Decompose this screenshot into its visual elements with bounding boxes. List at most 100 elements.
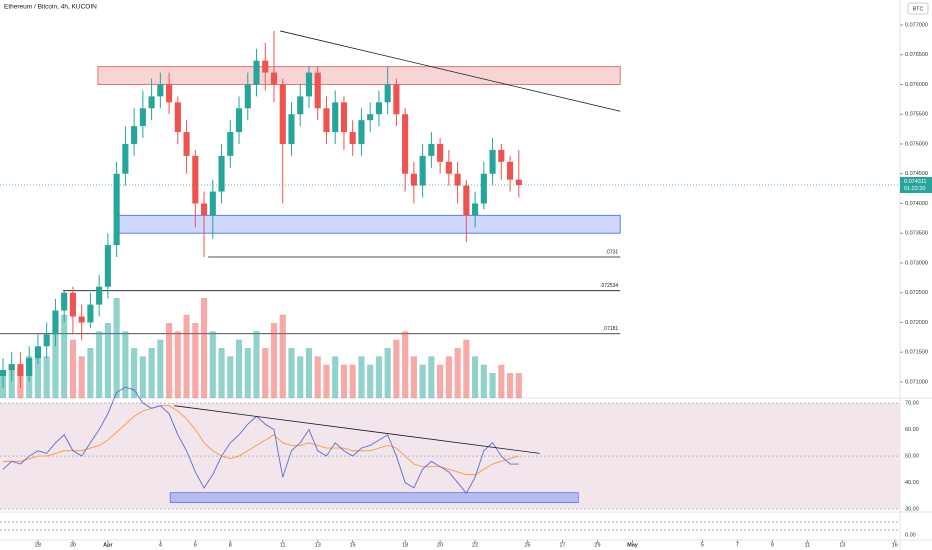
volume-bar [183,314,190,398]
volume-bar [87,348,94,398]
candle-body [340,102,348,133]
y-tick-label: 0.075500 [905,112,928,118]
candle-body [305,72,313,97]
volume-bar [454,348,461,398]
volume-bar [419,364,426,398]
volume-bar [218,348,225,398]
candle-body [17,364,24,376]
candle-body [358,120,365,144]
candle-body [209,191,216,216]
candle-body [183,132,190,156]
volume-bar [52,331,59,398]
candle-body [253,60,260,85]
candle-body [26,358,33,376]
candle-body [227,132,234,156]
x-tick-label: 28 [35,542,41,548]
volume-bar [122,331,129,398]
candle-body [78,316,85,323]
volume-bar [209,331,216,398]
x-tick-label: 15 [350,542,356,548]
candle-body [367,114,374,121]
y-tick-label: 0.075000 [905,141,928,147]
candle-body [445,161,452,174]
candle-body [402,114,409,174]
candle-body [113,173,120,246]
x-tick-label: 7 [736,542,739,548]
volume-bar [139,356,146,398]
volume-bar [270,323,278,398]
x-tick-label: 11 [804,542,810,548]
candle-body [270,72,278,85]
volume-bar [472,356,479,398]
volume-bar [515,373,522,398]
volume-bar [157,339,164,398]
candle-body [157,84,164,97]
candle-body [122,143,129,174]
volume-bar [323,364,330,398]
level-label: .072534 [600,283,618,289]
volume-bar [227,356,234,398]
candle-body [393,84,400,115]
x-tick-label: May [627,542,639,548]
y-tick-label: 0.074000 [905,201,928,207]
candle-body [192,155,199,204]
volume-bar [297,356,304,398]
volume-bar [166,323,173,398]
volume-bar [148,348,155,398]
rsi-tick-label: 70.00 [905,400,919,406]
chart-title: Ethereum / Bitcoin, 4h, KUCOIN [4,4,97,11]
candle-body [87,304,94,323]
candle-body [279,84,286,144]
candle-body [288,114,295,144]
y-tick-label: 0.071500 [905,350,928,356]
y-tick-label: 0.071000 [905,379,928,385]
rsi-ma-line [2,405,519,476]
candle-body [375,102,382,115]
currency-button[interactable] [907,2,929,15]
candle-body [8,364,15,371]
volume-bar [174,331,181,398]
y-tick-label: 0.073000 [905,260,928,266]
candle-body [349,132,356,144]
zone [97,66,621,85]
y-tick-label: 0.073500 [905,231,928,237]
volume-bar [104,323,111,398]
volume-bar [384,348,391,398]
volume-bar [410,356,417,398]
volume-bar [201,298,208,398]
volume-bar [489,373,496,398]
candle-body [244,84,251,109]
candle-body [332,102,339,133]
candle-body [262,60,269,73]
x-tick-label: 9 [771,542,774,548]
y-tick-label: 0.077000 [905,22,928,28]
volume-bar [113,298,120,398]
candle-body [489,149,496,174]
x-tick-label: 18 [402,542,408,548]
x-tick-label: 29 [594,542,600,548]
volume-bar [498,364,505,398]
candle-body [0,370,7,376]
volume-bar [235,339,243,398]
rsi-tick-label: 30.00 [905,507,919,513]
x-tick-label: Apr [103,542,113,548]
volume-bar [131,348,138,398]
candle-body [419,155,426,186]
candle-body [480,173,487,204]
countdown-label: 01:22:20 [904,186,925,192]
volume-bar [69,339,76,398]
volume-bar [393,339,400,398]
candle-body [166,84,173,103]
candle-body [52,310,59,335]
rsi-tick-label: 40.00 [905,480,919,486]
candle-body [507,161,514,180]
volume-bar [78,356,85,398]
x-tick-label: 4 [159,542,162,548]
x-tick-label: 13 [315,542,321,548]
candle-body [43,334,50,347]
candle-body [428,143,435,156]
zone [116,214,621,234]
candle-body [297,96,304,115]
x-tick-label: 8 [229,542,232,548]
